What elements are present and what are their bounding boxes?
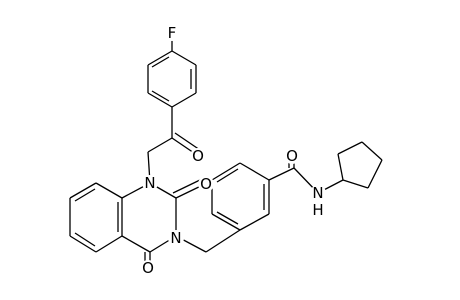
atom-label: N xyxy=(144,174,155,192)
atom-label: O xyxy=(192,147,204,165)
atom-labels: F O N O N O O N H xyxy=(140,24,326,277)
atom-label: O xyxy=(286,147,298,165)
atom-label: O xyxy=(142,259,154,277)
bonds xyxy=(69,33,383,268)
atom-label: O xyxy=(200,175,212,193)
atom-label: N xyxy=(312,184,323,202)
atom-label: N xyxy=(170,229,181,247)
atom-label: H xyxy=(312,201,323,219)
atom-label: F xyxy=(168,24,177,42)
